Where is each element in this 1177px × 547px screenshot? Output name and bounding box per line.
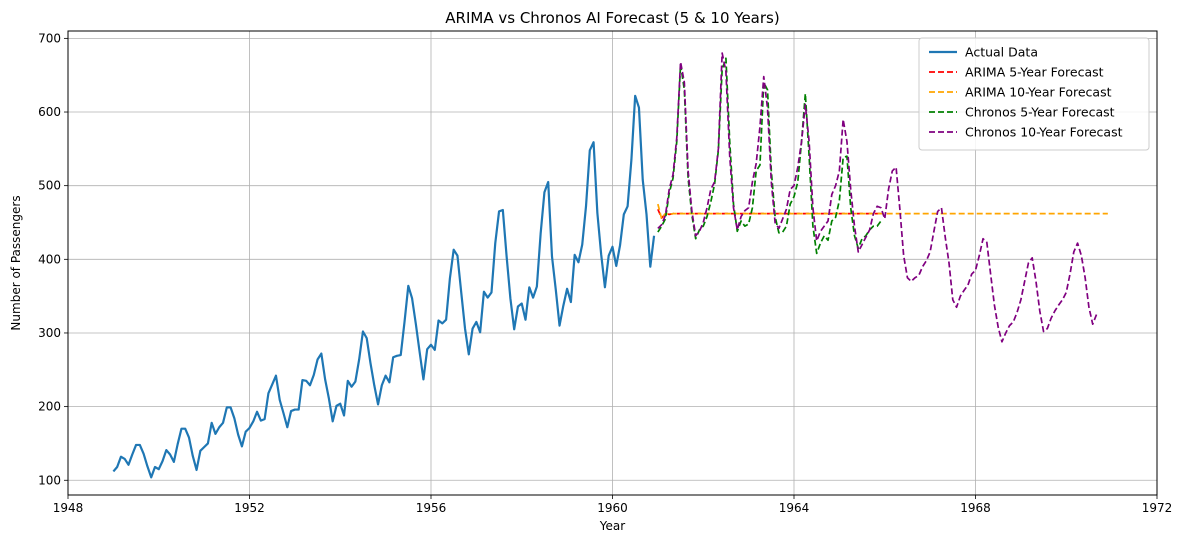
x-tick-label: 1972 — [1142, 501, 1173, 515]
legend-box — [918, 37, 1150, 151]
chart-title: ARIMA vs Chronos AI Forecast (5 & 10 Yea… — [445, 9, 779, 27]
x-tick-label: 1968 — [960, 501, 991, 515]
series-line-chronos-10-year-forecast — [657, 52, 1098, 343]
y-axis-title: Number of Passengers — [9, 195, 23, 330]
x-axis-title: Year — [599, 519, 625, 533]
legend-label: Chronos 10-Year Forecast — [965, 125, 1123, 140]
legend-label: Chronos 5-Year Forecast — [965, 105, 1115, 120]
y-tick-label: 700 — [38, 31, 61, 45]
x-tick-label: 1948 — [53, 501, 84, 515]
legend: Actual Data ARIMA 5-Year Forecast ARIMA 10… — [918, 37, 1150, 151]
legend-label: Actual Data — [965, 45, 1038, 60]
y-tick-label: 500 — [38, 179, 61, 193]
x-tick-label: 1956 — [416, 501, 447, 515]
legend-label: ARIMA 10-Year Forecast — [965, 85, 1112, 100]
grid-layer — [67, 31, 1158, 495]
series-layer — [112, 52, 1108, 479]
tick-layer: 1948 1952 1956 1960 1964 1968 1972 100 200 300 400… — [38, 31, 1172, 515]
y-tick-label: 100 — [38, 473, 61, 487]
legend-label: ARIMA 5-Year Forecast — [965, 65, 1104, 80]
series-line-actual-data — [112, 94, 656, 479]
x-tick-label: 1952 — [234, 501, 265, 515]
x-tick-label: 1964 — [779, 501, 810, 515]
y-tick-label: 200 — [38, 400, 61, 414]
y-tick-label: 400 — [38, 252, 61, 266]
y-tick-label: 300 — [38, 326, 61, 340]
y-tick-label: 600 — [38, 105, 61, 119]
x-tick-label: 1960 — [597, 501, 628, 515]
